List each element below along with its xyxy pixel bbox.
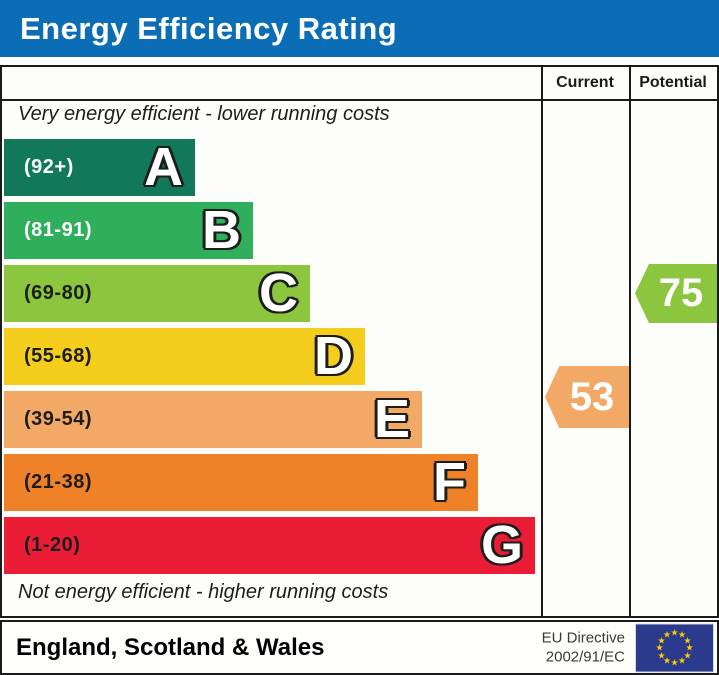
- eu-directive-label: EU Directive 2002/91/EC: [542, 628, 625, 667]
- band-b: (81-91) B: [4, 202, 253, 259]
- potential-rating-badge: 75: [635, 264, 717, 323]
- eu-flag-star: ★: [670, 657, 679, 668]
- band-b-range: (81-91): [24, 219, 92, 241]
- title-bar: Energy Efficiency Rating: [0, 0, 719, 57]
- current-rating-value: 53: [569, 374, 615, 419]
- eu-flag-star: ★: [677, 629, 687, 640]
- eu-flag-icon: ★ ★ ★ ★ ★ ★ ★ ★ ★ ★ ★ ★: [636, 624, 713, 671]
- band-f: (21-38) F: [4, 454, 478, 511]
- eu-directive-line2: 2002/91/EC: [545, 648, 625, 666]
- eu-flag-star: ★: [670, 627, 679, 638]
- eu-flag-star: ★: [685, 642, 694, 653]
- eu-flag-star: ★: [662, 629, 672, 640]
- band-a-letter: A: [144, 136, 183, 197]
- potential-rating-value: 75: [658, 271, 704, 315]
- current-column-header: Current: [556, 74, 614, 91]
- eu-flag-star: ★: [657, 650, 666, 660]
- eu-flag-star: ★: [677, 655, 687, 666]
- bottom-note: Not energy efficient - higher running co…: [18, 581, 389, 603]
- band-e-range: (39-54): [24, 408, 92, 430]
- band-f-range: (21-38): [24, 471, 92, 493]
- top-note: Very energy efficient - lower running co…: [18, 103, 390, 125]
- footer: England, Scotland & Wales EU Directive 2…: [0, 620, 719, 675]
- band-e-letter: E: [373, 388, 410, 449]
- band-f-letter: F: [433, 451, 466, 512]
- eu-directive-line1: EU Directive: [541, 629, 625, 646]
- eu-flag-star: ★: [683, 635, 692, 645]
- band-b-letter: B: [202, 199, 241, 260]
- page-title: Energy Efficiency Rating: [20, 10, 398, 46]
- band-c-letter: C: [259, 262, 298, 323]
- eu-flag-star: ★: [662, 655, 672, 666]
- band-c: (69-80) C: [4, 265, 310, 322]
- band-a-range: (92+): [24, 156, 74, 178]
- band-d: (55-68) D: [4, 328, 365, 385]
- band-a: (92+) A: [4, 139, 195, 196]
- current-rating-badge: 53: [545, 366, 629, 428]
- eu-flag-star: ★: [683, 650, 692, 660]
- energy-rating-chart: Current Potential Very energy efficient …: [0, 65, 719, 618]
- band-g-letter: G: [480, 514, 523, 575]
- band-g: (1-20) G: [4, 517, 535, 574]
- header-divider: [2, 99, 717, 101]
- region-label: England, Scotland & Wales: [16, 633, 325, 661]
- eu-flag-star: ★: [655, 642, 664, 653]
- band-d-letter: D: [314, 325, 353, 386]
- band-e: (39-54) E: [4, 391, 422, 448]
- band-g-range: (1-20): [24, 534, 81, 556]
- current-column-divider: [541, 67, 543, 616]
- band-d-range: (55-68): [24, 345, 92, 367]
- potential-column-header: Potential: [639, 74, 707, 91]
- eu-flag-star: ★: [657, 635, 666, 645]
- band-c-range: (69-80): [24, 282, 92, 304]
- potential-column-divider: [629, 67, 631, 616]
